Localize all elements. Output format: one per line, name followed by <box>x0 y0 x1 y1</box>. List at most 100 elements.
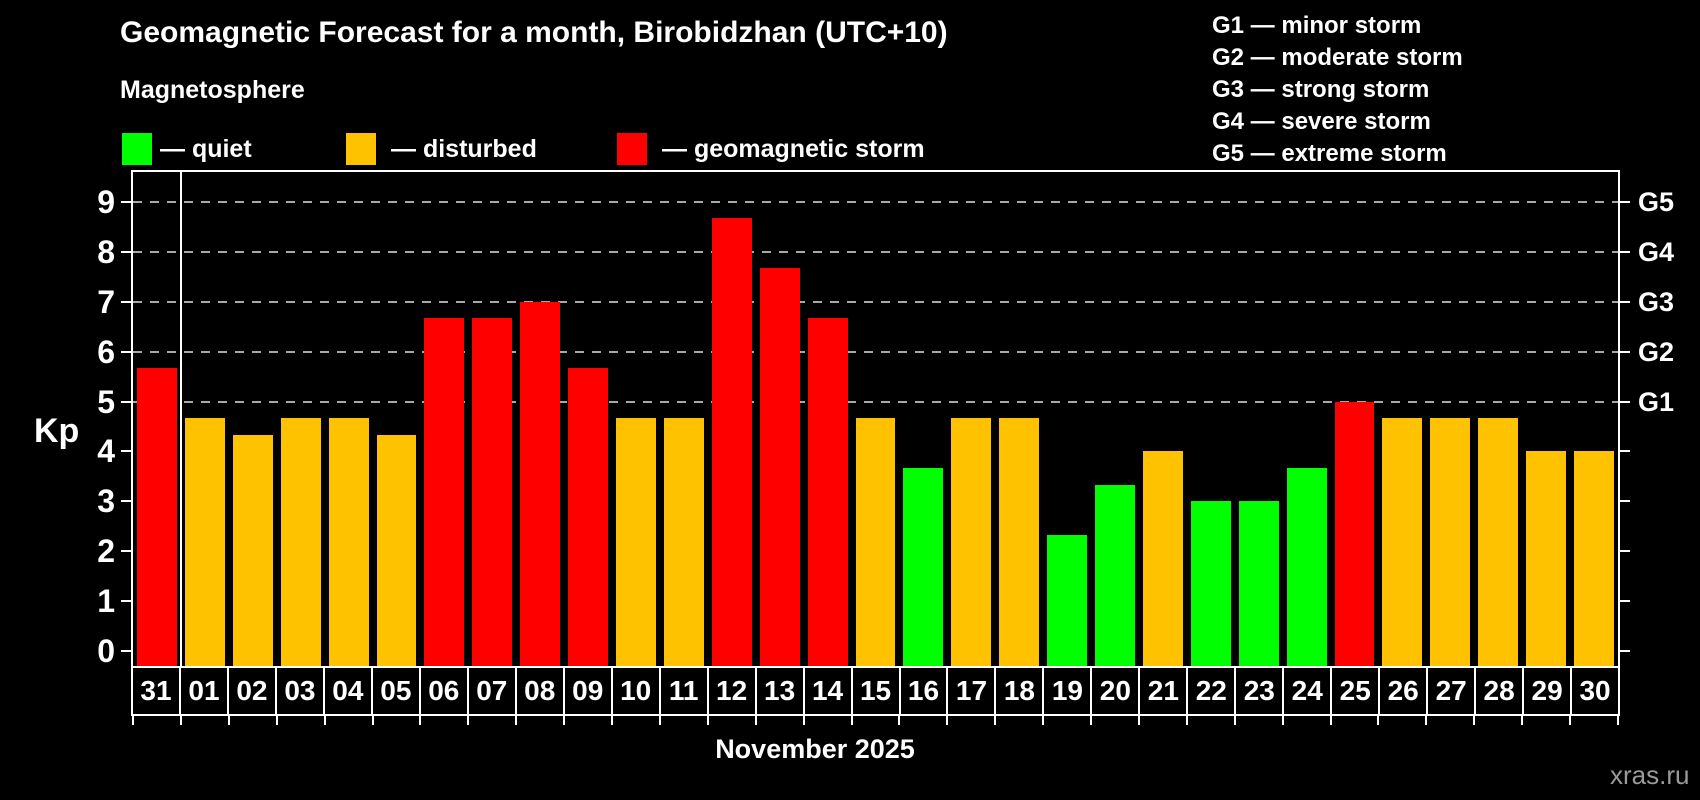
kp-bar-day-13 <box>759 268 800 666</box>
day-label-17: 17 <box>946 666 997 716</box>
y-tick-label-1: 1 <box>97 583 115 620</box>
g-legend-line: G2 — moderate storm <box>1212 44 1463 71</box>
y-tick-label-3: 3 <box>97 483 115 520</box>
day-label-22: 22 <box>1186 666 1237 716</box>
day-label-16: 16 <box>898 666 949 716</box>
g-legend-line: G4 — severe storm <box>1212 108 1431 135</box>
kp-bar-day-11 <box>663 417 704 666</box>
day-boundary-tick <box>754 716 757 725</box>
day-boundary-tick <box>1521 716 1524 725</box>
kp-bar-day-02 <box>232 434 273 666</box>
day-boundary-tick <box>275 716 278 725</box>
day-boundary-tick <box>1377 716 1380 725</box>
y-tick-right-4 <box>1620 450 1630 453</box>
kp-bar-day-30 <box>1574 451 1614 666</box>
y-tick-left-7 <box>121 300 131 303</box>
y-tick-right-5 <box>1620 400 1630 403</box>
kp-bar-day-05 <box>376 434 417 666</box>
kp-bar-day-10 <box>616 417 656 666</box>
day-label-12: 12 <box>706 666 757 716</box>
y-tick-left-9 <box>121 200 131 203</box>
day-label-06: 06 <box>418 666 469 716</box>
day-boundary-tick <box>611 716 614 725</box>
g-legend-line: G5 — extreme storm <box>1212 140 1447 167</box>
kp-bar-day-27 <box>1430 417 1471 666</box>
day-boundary-tick <box>802 716 805 725</box>
y-tick-left-6 <box>121 350 131 353</box>
disturbed-color-swatch <box>346 133 376 165</box>
day-label-19: 19 <box>1042 666 1093 716</box>
y-tick-left-0 <box>121 650 131 652</box>
kp-bar-day-06 <box>424 318 465 666</box>
plot-area <box>131 170 1620 668</box>
day-label-04: 04 <box>322 666 373 716</box>
day-boundary-tick <box>658 716 661 725</box>
kp-bar-day-26 <box>1382 417 1423 666</box>
kp-bar-day-04 <box>328 417 369 666</box>
legend-item-quiet: — quiet <box>122 133 252 165</box>
g-scale-label-G1: G1 <box>1638 386 1675 417</box>
y-tick-right-6 <box>1620 350 1630 353</box>
gridline-kp-6 <box>133 350 1618 353</box>
g-legend-line: G1 — minor storm <box>1212 12 1422 39</box>
kp-bar-day-19 <box>1047 534 1088 666</box>
kp-bar-day-07 <box>472 318 513 666</box>
gridline-kp-5 <box>133 400 1618 403</box>
y-tick-label-8: 8 <box>97 233 115 270</box>
g-scale-legend: G1 — minor storm G2 — moderate storm G3 … <box>1212 10 1463 170</box>
kp-bar-day-17 <box>951 417 992 666</box>
gridline-kp-8 <box>133 250 1618 253</box>
day-label-29: 29 <box>1522 666 1573 716</box>
kp-bar-day-16 <box>903 467 944 666</box>
y-tick-label-6: 6 <box>97 333 115 370</box>
kp-bar-day-14 <box>807 318 848 666</box>
y-tick-label-7: 7 <box>97 283 115 320</box>
day-label-08: 08 <box>514 666 565 716</box>
kp-bar-day-03 <box>280 417 321 666</box>
y-tick-left-4 <box>121 450 131 453</box>
y-tick-right-3 <box>1620 500 1630 503</box>
legend-label-storm: — geomagnetic storm <box>662 134 925 163</box>
chart-subtitle: Magnetosphere <box>120 76 305 104</box>
y-tick-left-5 <box>121 400 131 403</box>
kp-bar-day-21 <box>1142 451 1183 666</box>
kp-bar-day-31 <box>137 368 177 666</box>
kp-bar-day-25 <box>1334 401 1375 666</box>
kp-bar-day-15 <box>855 417 896 666</box>
day-label-07: 07 <box>466 666 517 716</box>
day-label-26: 26 <box>1378 666 1429 716</box>
kp-bar-day-01 <box>184 417 225 666</box>
g-scale-label-G4: G4 <box>1638 236 1675 267</box>
g-scale-label-G5: G5 <box>1638 186 1675 217</box>
day-boundary-tick <box>1473 716 1476 725</box>
day-boundary-tick <box>1185 716 1188 725</box>
day-label-10: 10 <box>610 666 661 716</box>
kp-bar-day-28 <box>1478 417 1519 666</box>
day-boundary-tick <box>1617 716 1619 725</box>
y-tick-right-7 <box>1620 300 1630 303</box>
day-boundary-tick <box>1569 716 1572 725</box>
day-boundary-tick <box>1137 716 1140 725</box>
day-label-01: 01 <box>178 666 229 716</box>
day-boundary-tick <box>1425 716 1428 725</box>
day-label-13: 13 <box>754 666 805 716</box>
day-boundary-tick <box>946 716 949 725</box>
day-label-27: 27 <box>1426 666 1477 716</box>
day-label-21: 21 <box>1138 666 1189 716</box>
day-boundary-tick <box>1233 716 1236 725</box>
legend-item-storm: — geomagnetic storm <box>617 133 925 165</box>
y-tick-left-8 <box>121 250 131 253</box>
y-tick-right-0 <box>1620 650 1630 652</box>
day-label-09: 09 <box>562 666 613 716</box>
g-legend-line: G3 — strong storm <box>1212 76 1430 103</box>
y-tick-right-9 <box>1620 200 1630 203</box>
chart-title: Geomagnetic Forecast for a month, Birobi… <box>120 16 948 49</box>
y-tick-left-3 <box>121 500 131 503</box>
y-tick-label-4: 4 <box>97 433 115 470</box>
day-boundary-tick <box>898 716 901 725</box>
day-boundary-tick <box>467 716 470 725</box>
quiet-color-swatch <box>122 133 152 165</box>
kp-bar-day-24 <box>1286 467 1327 666</box>
y-tick-label-5: 5 <box>97 383 115 420</box>
